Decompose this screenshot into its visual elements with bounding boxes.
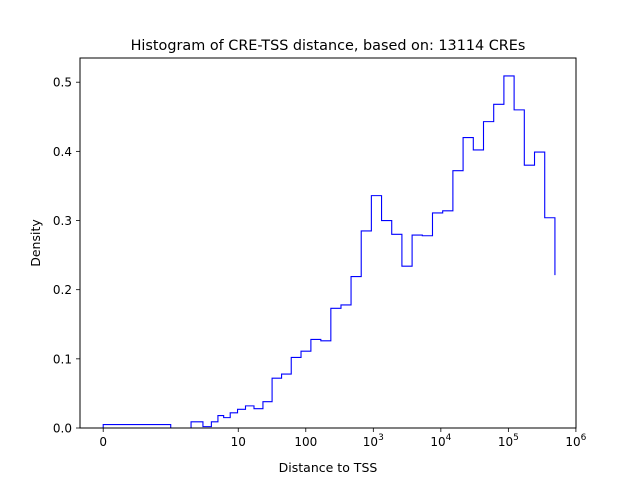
x-tick-label: 106 <box>565 433 586 449</box>
y-tick-label: 0.4 <box>53 145 72 159</box>
x-tick-label: 10 <box>231 435 246 449</box>
plot-frame <box>79 57 577 429</box>
x-tick-label: 0 <box>99 435 107 449</box>
histogram-step-line <box>102 75 556 429</box>
y-tick-label: 0.2 <box>53 283 72 297</box>
x-tick-label: 100 <box>294 435 317 449</box>
x-tick-label: 104 <box>430 433 451 449</box>
y-tick-label: 0.1 <box>53 352 72 366</box>
x-axis-label: Distance to TSS <box>279 460 378 475</box>
chart-title: Histogram of CRE-TSS distance, based on:… <box>131 38 526 54</box>
y-tick-label: 0.5 <box>53 76 72 90</box>
y-tick-label: 0.3 <box>53 214 72 228</box>
x-tick-label: 103 <box>363 433 384 449</box>
y-axis-label: Density <box>28 219 43 267</box>
x-tick-label: 105 <box>498 433 519 449</box>
y-tick-label: 0.0 <box>53 422 72 436</box>
